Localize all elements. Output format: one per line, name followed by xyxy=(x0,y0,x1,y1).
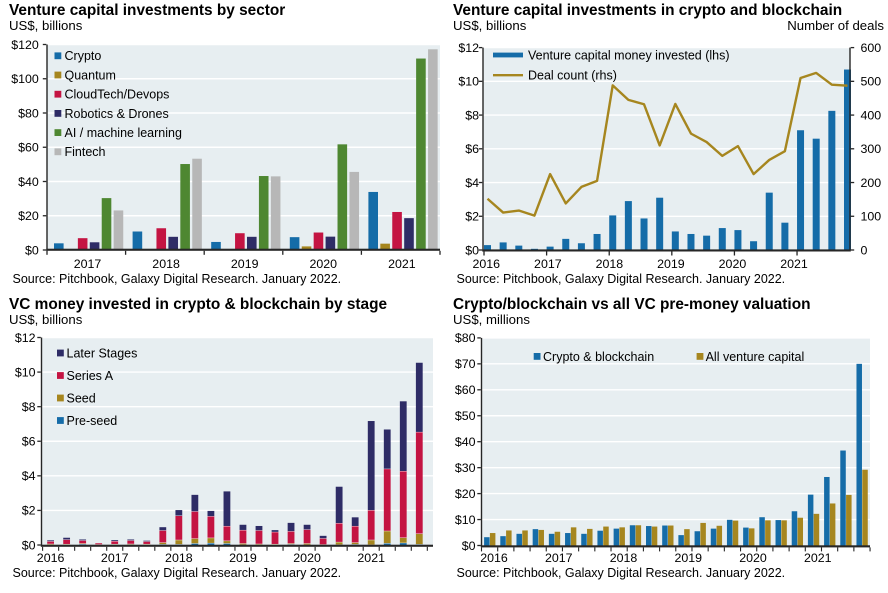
svg-text:$0: $0 xyxy=(462,539,476,553)
svg-text:Crypto: Crypto xyxy=(65,49,102,63)
svg-text:$12: $12 xyxy=(15,331,36,345)
svg-text:2021: 2021 xyxy=(388,257,416,271)
svg-text:Fintech: Fintech xyxy=(65,145,106,159)
svg-text:US$, millions: US$, millions xyxy=(453,312,530,327)
svg-text:$8: $8 xyxy=(465,108,479,122)
svg-text:$20: $20 xyxy=(455,487,476,501)
svg-text:600: 600 xyxy=(861,41,882,55)
svg-text:$2: $2 xyxy=(465,210,479,224)
svg-text:$4: $4 xyxy=(465,176,479,190)
svg-text:2017: 2017 xyxy=(74,257,102,271)
svg-text:2020: 2020 xyxy=(739,551,767,565)
svg-text:2016: 2016 xyxy=(473,257,501,271)
svg-text:$40: $40 xyxy=(18,175,39,189)
svg-text:$80: $80 xyxy=(18,106,39,120)
svg-text:2018: 2018 xyxy=(610,551,638,565)
svg-text:$50: $50 xyxy=(455,409,476,423)
svg-text:Deal count (rhs): Deal count (rhs) xyxy=(528,69,617,83)
svg-text:VC money invested in crypto &: VC money invested in crypto & blockchain… xyxy=(9,296,387,313)
svg-text:2018: 2018 xyxy=(596,257,624,271)
svg-text:2016: 2016 xyxy=(37,551,65,565)
svg-text:Source: Pitchbook, Galaxy Digi: Source: Pitchbook, Galaxy Digital Resear… xyxy=(457,566,786,580)
svg-text:Crypto/blockchain vs all VC pr: Crypto/blockchain vs all VC pre-money va… xyxy=(453,296,811,313)
svg-text:$2: $2 xyxy=(22,504,36,518)
svg-text:$10: $10 xyxy=(15,365,36,379)
svg-text:$100: $100 xyxy=(11,72,39,86)
svg-text:$6: $6 xyxy=(22,435,36,449)
svg-text:$60: $60 xyxy=(455,383,476,397)
svg-text:Robotics & Drones: Robotics & Drones xyxy=(65,107,169,121)
svg-text:Source: Pitchbook, Galaxy Digi: Source: Pitchbook, Galaxy Digital Resear… xyxy=(13,566,342,580)
svg-text:$40: $40 xyxy=(455,435,476,449)
svg-text:US$, billions: US$, billions xyxy=(9,312,83,327)
svg-text:2017: 2017 xyxy=(101,551,129,565)
svg-text:$80: $80 xyxy=(455,331,476,345)
svg-text:$12: $12 xyxy=(458,41,479,55)
svg-text:US$, billions: US$, billions xyxy=(9,18,83,33)
svg-text:CloudTech/Devops: CloudTech/Devops xyxy=(65,88,170,102)
svg-text:300: 300 xyxy=(861,142,882,156)
svg-text:Later Stages: Later Stages xyxy=(67,346,138,360)
svg-text:Source: Pitchbook, Galaxy Digi: Source: Pitchbook, Galaxy Digital Resear… xyxy=(13,272,342,286)
svg-text:$0: $0 xyxy=(22,538,36,552)
svg-text:Crypto & blockchain: Crypto & blockchain xyxy=(543,350,654,364)
svg-text:Source: Pitchbook, Galaxy Digi: Source: Pitchbook, Galaxy Digital Resear… xyxy=(457,272,786,286)
svg-text:2019: 2019 xyxy=(231,257,259,271)
svg-text:Series A: Series A xyxy=(67,369,114,383)
svg-text:2020: 2020 xyxy=(310,257,338,271)
svg-text:2017: 2017 xyxy=(545,551,573,565)
svg-text:2017: 2017 xyxy=(534,257,562,271)
svg-text:$20: $20 xyxy=(18,209,39,223)
svg-text:500: 500 xyxy=(861,75,882,89)
svg-text:2018: 2018 xyxy=(165,551,193,565)
svg-text:$30: $30 xyxy=(455,461,476,475)
svg-text:$10: $10 xyxy=(455,513,476,527)
svg-text:2019: 2019 xyxy=(674,551,702,565)
svg-text:200: 200 xyxy=(861,176,882,190)
svg-text:$6: $6 xyxy=(465,142,479,156)
svg-text:$70: $70 xyxy=(455,357,476,371)
svg-text:Seed: Seed xyxy=(67,391,96,405)
svg-text:2018: 2018 xyxy=(152,257,180,271)
svg-text:Venture capital investments in: Venture capital investments in crypto an… xyxy=(453,2,842,19)
svg-text:Quantum: Quantum xyxy=(65,68,116,82)
svg-text:Venture capital money invested: Venture capital money invested (lhs) xyxy=(528,48,730,62)
svg-text:2020: 2020 xyxy=(719,257,747,271)
svg-text:Number of deals: Number of deals xyxy=(787,18,884,33)
svg-text:$4: $4 xyxy=(22,469,36,483)
svg-text:2019: 2019 xyxy=(657,257,685,271)
svg-text:2021: 2021 xyxy=(780,257,808,271)
svg-text:$8: $8 xyxy=(22,400,36,414)
svg-text:$0: $0 xyxy=(25,243,39,257)
svg-text:AI / machine learning: AI / machine learning xyxy=(65,126,182,140)
svg-text:Pre-seed: Pre-seed xyxy=(67,414,118,428)
svg-text:2021: 2021 xyxy=(804,551,832,565)
svg-text:$0: $0 xyxy=(465,243,479,257)
svg-text:$120: $120 xyxy=(11,38,39,52)
svg-text:100: 100 xyxy=(861,210,882,224)
svg-text:2019: 2019 xyxy=(229,551,257,565)
svg-text:400: 400 xyxy=(861,108,882,122)
svg-text:2021: 2021 xyxy=(357,551,385,565)
svg-text:$10: $10 xyxy=(458,75,479,89)
svg-text:0: 0 xyxy=(861,243,868,257)
svg-text:Venture capital investments by: Venture capital investments by sector xyxy=(9,2,285,19)
svg-text:$60: $60 xyxy=(18,141,39,155)
svg-text:All venture capital: All venture capital xyxy=(706,350,805,364)
svg-text:2020: 2020 xyxy=(293,551,321,565)
svg-text:US$, billions: US$, billions xyxy=(453,18,527,33)
svg-text:2016: 2016 xyxy=(480,551,508,565)
